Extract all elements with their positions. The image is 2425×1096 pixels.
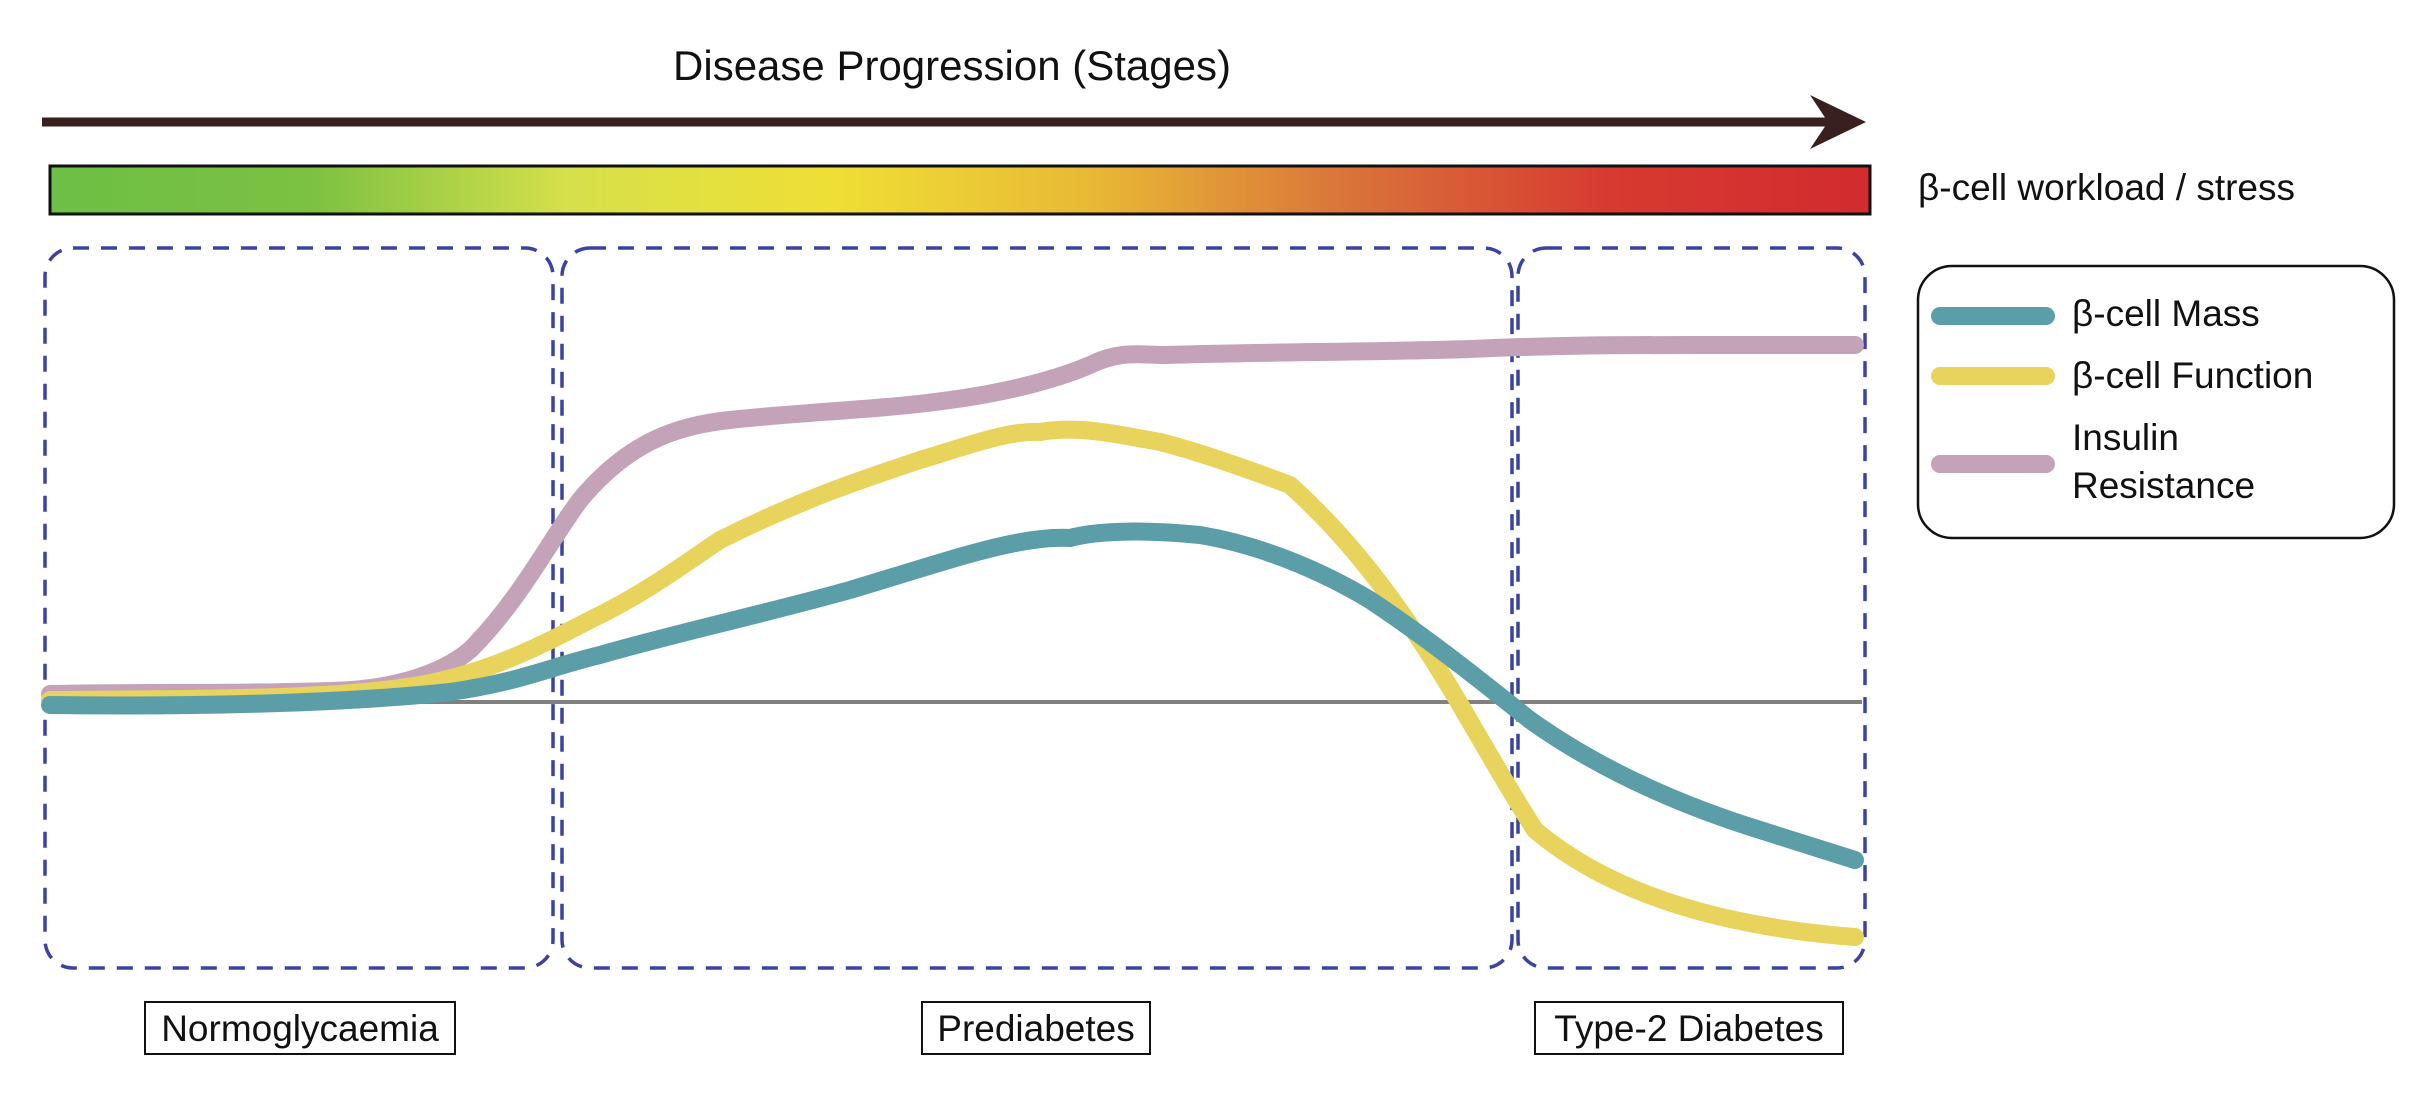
stage-label-type2-diabetes: Type-2 Diabetes — [1554, 1008, 1823, 1049]
beta-cell-mass-curve — [41, 522, 1864, 869]
stage-label-prediabetes: Prediabetes — [937, 1008, 1134, 1049]
insulin-resistance-curve — [41, 336, 1864, 703]
legend-label-insulin-resistance-line2: Resistance — [2072, 465, 2255, 506]
stage-box-normoglycaemia — [43, 246, 555, 970]
legend: β-cell Mass β-cell Function Insulin Resi… — [1916, 264, 2396, 540]
stress-gradient-bar — [48, 164, 1872, 216]
progression-arrow — [42, 95, 1866, 149]
stage-box-type2-diabetes — [1516, 246, 1867, 970]
stage-label-normoglycaemia: Normoglycaemia — [161, 1008, 439, 1049]
stage-label-box-prediabetes — [921, 1001, 1151, 1055]
legend-label-beta-cell-function: β-cell Function — [2072, 355, 2313, 396]
stage-label-box-normoglycaemia — [144, 1001, 456, 1055]
legend-label-insulin-resistance-line1: Insulin — [2072, 417, 2179, 458]
stage-label-box-type2-diabetes — [1534, 1001, 1844, 1055]
stress-bar-label: β-cell workload / stress — [1918, 167, 2295, 208]
diagram-title: Disease Progression (Stages) — [673, 42, 1231, 89]
stage-box-prediabetes — [560, 246, 1514, 970]
legend-label-beta-cell-mass: β-cell Mass — [2072, 293, 2260, 334]
beta-cell-function-curve — [41, 420, 1864, 946]
